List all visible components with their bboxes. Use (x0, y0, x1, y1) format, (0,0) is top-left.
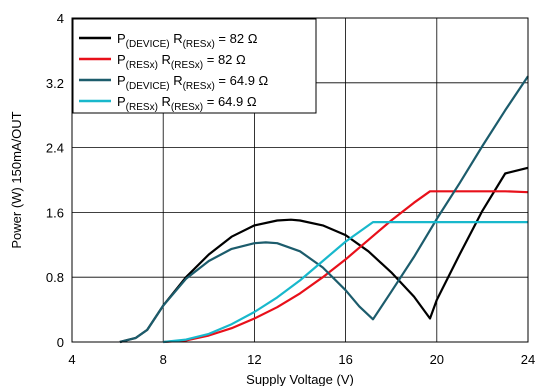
legend-entry-1: P(DEVICE) R(RESx) = 82 Ω (117, 31, 258, 50)
legend-entry-2: P(RESx) R(RESx) = 82 Ω (117, 52, 246, 71)
y-tick-label: 0 (57, 335, 64, 350)
legend: P(DEVICE) R(RESx) = 82 Ω P(RESx) R(RESx) … (72, 18, 317, 114)
y-tick-label: 4 (57, 11, 64, 26)
series-line-3 (119, 75, 529, 344)
series-line-2 (163, 190, 529, 344)
series-line-4 (163, 221, 528, 344)
x-tick-label: 24 (521, 352, 535, 367)
x-tick-label: 4 (68, 352, 75, 367)
x-tick-label: 20 (430, 352, 444, 367)
plot-frame (71, 17, 529, 343)
legend-entry-3: P(DEVICE) R(RESx) = 64.9 Ω (117, 73, 269, 92)
y-axis-label: Power (W) 150mA/OUT (9, 111, 24, 248)
y-tick-label: 2.4 (46, 141, 64, 156)
tick-labels: 4 8 12 16 20 24 0 0.8 1.6 2.4 3.2 4 (46, 11, 535, 367)
x-tick-label: 12 (247, 352, 261, 367)
legend-entry-4: P(RESx) R(RESx) = 64.9 Ω (117, 94, 257, 113)
x-tick-label: 8 (160, 352, 167, 367)
x-tick-label: 16 (338, 352, 352, 367)
series-lines (119, 75, 529, 344)
y-tick-label: 0.8 (46, 270, 64, 285)
x-axis-label: Supply Voltage (V) (246, 372, 354, 386)
y-tick-label: 1.6 (46, 205, 64, 220)
legend-box (72, 18, 317, 114)
y-tick-label: 3.2 (46, 76, 64, 91)
